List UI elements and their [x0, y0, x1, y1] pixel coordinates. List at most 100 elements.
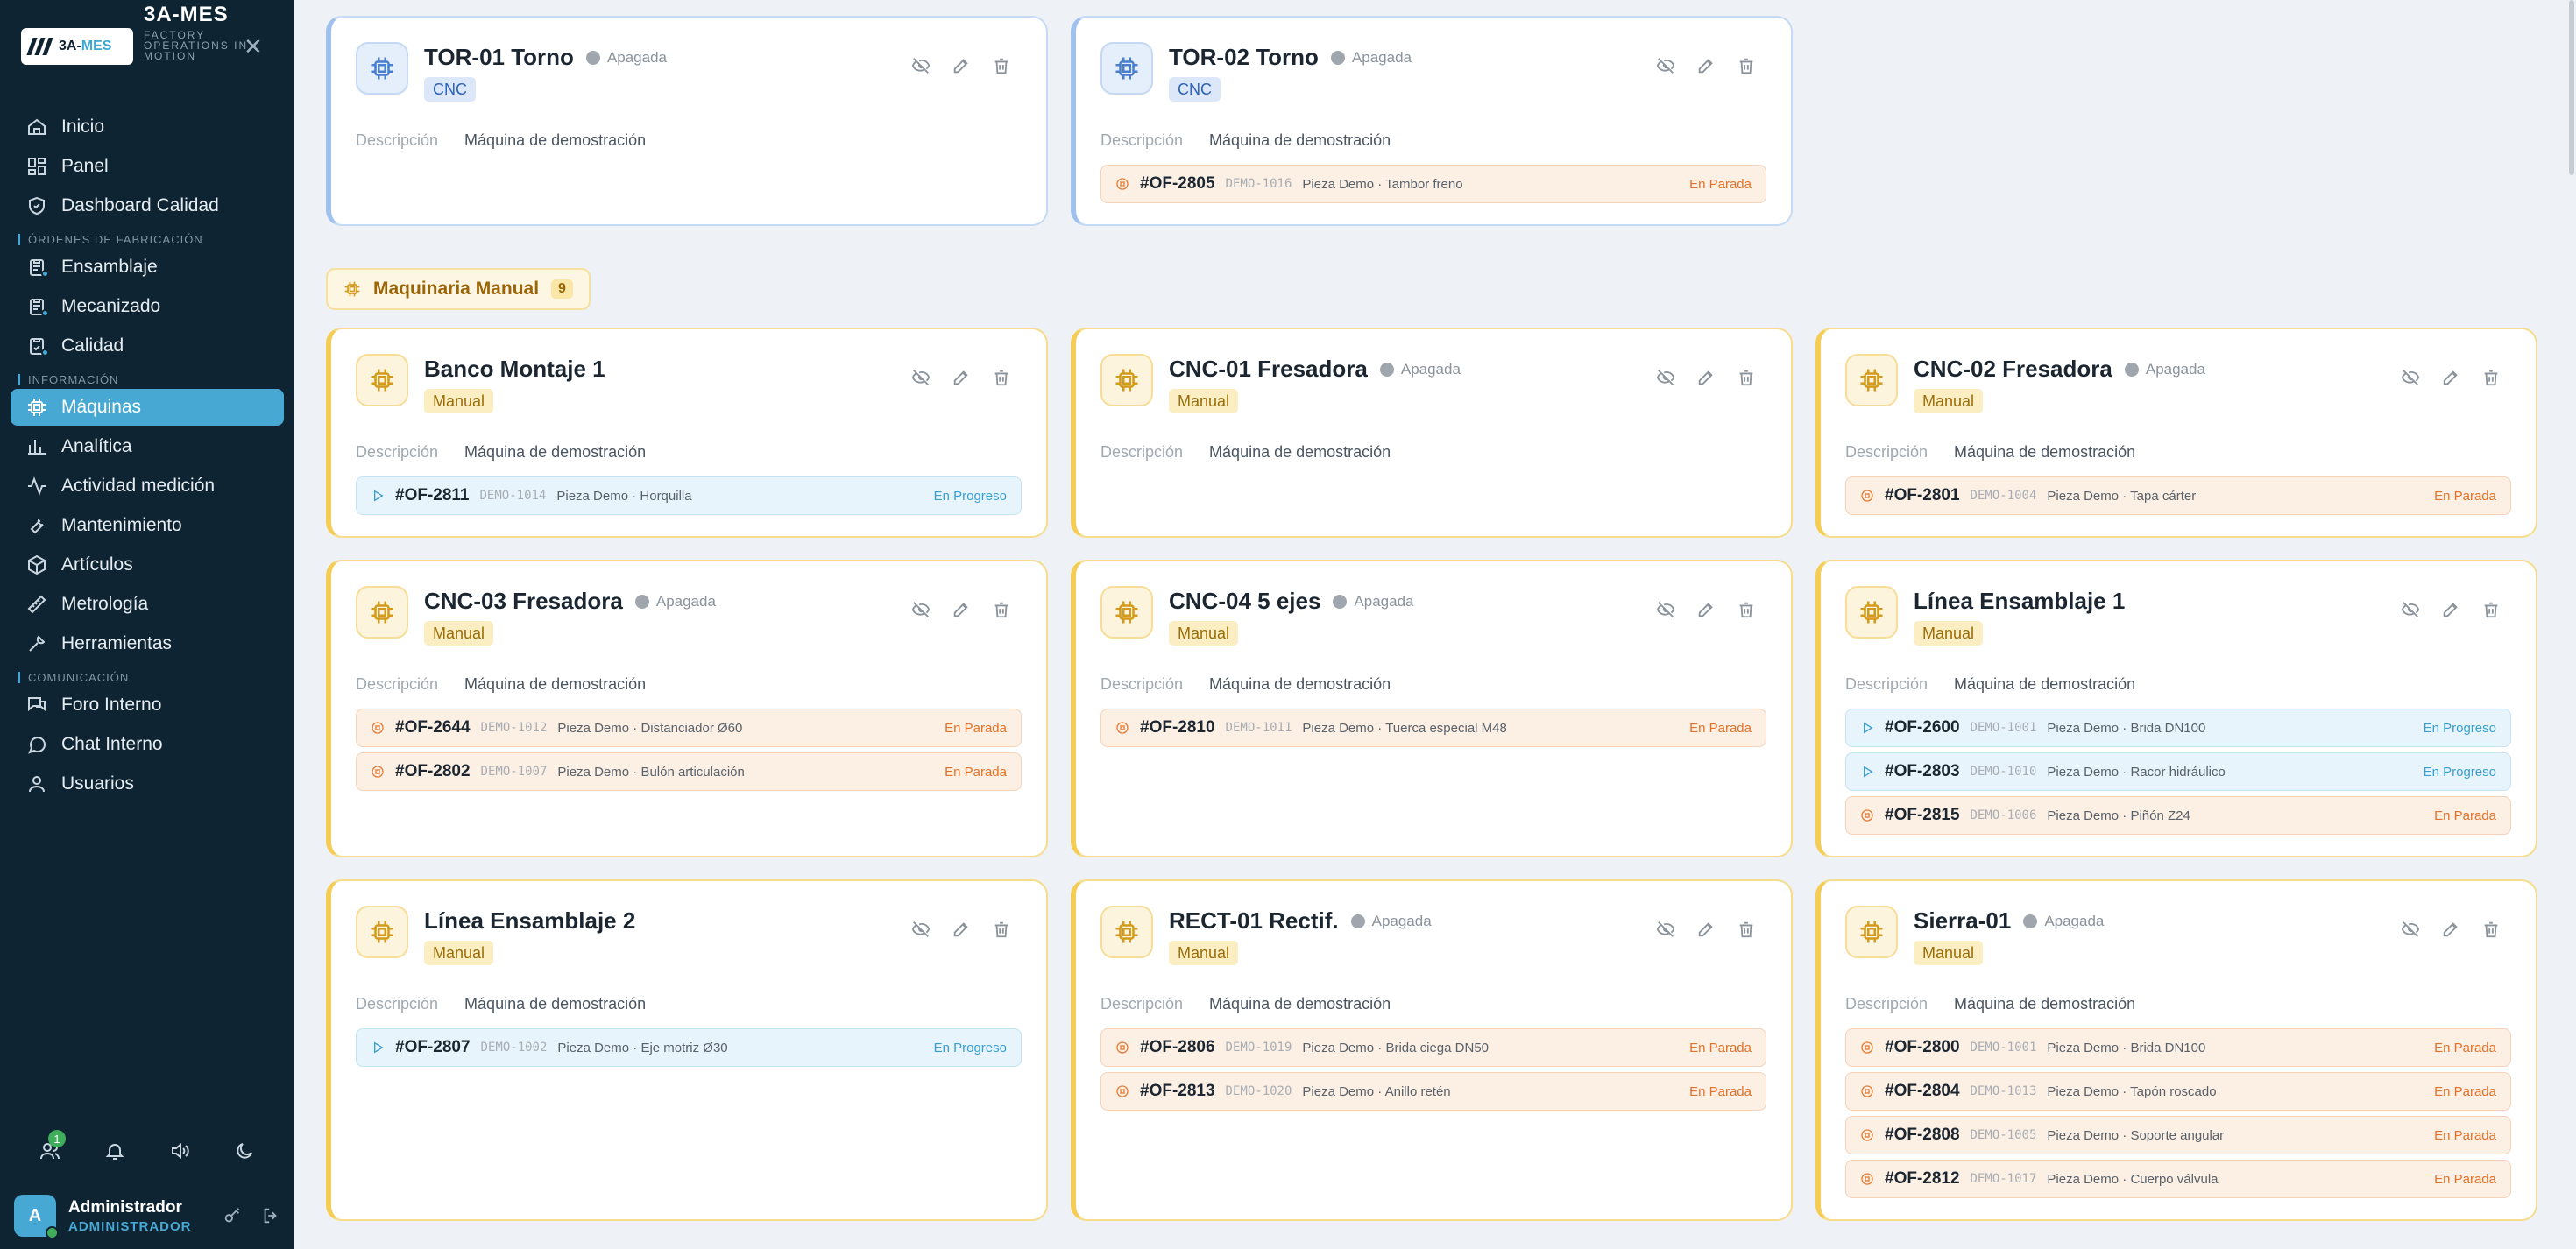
edit-icon[interactable]: [1696, 56, 1716, 75]
eye-off-icon[interactable]: [1656, 600, 1675, 619]
sidebar-item-dashboard-calidad[interactable]: Dashboard Calidad: [11, 187, 284, 224]
notifications-button[interactable]: [99, 1135, 131, 1167]
sidebar-item-usuarios[interactable]: Usuarios: [11, 766, 284, 802]
edit-icon[interactable]: [2441, 600, 2460, 619]
machine-card[interactable]: TOR-01 Torno Apagada CNC Descripción Máquina…: [326, 16, 1048, 226]
trash-icon[interactable]: [992, 368, 1011, 387]
sidebar-item-mecanizado[interactable]: Mecanizado: [11, 288, 284, 325]
sound-button[interactable]: [164, 1135, 195, 1167]
sidebar-item-mantenimiento[interactable]: Mantenimiento: [11, 507, 284, 544]
order-row[interactable]: #OF-2812 DEMO-1017 Pieza Demo · Cuerpo vál…: [1845, 1160, 2511, 1198]
status-dot: [1379, 362, 1394, 377]
machine-card[interactable]: CNC-03 Fresadora Apagada Manual Descripción…: [326, 560, 1048, 857]
order-row[interactable]: #OF-2600 DEMO-1001 Pieza Demo · Brida DN10…: [1845, 709, 2511, 747]
avatar[interactable]: A: [14, 1195, 59, 1239]
sidebar-item-chat[interactable]: Chat Interno: [11, 726, 284, 763]
eye-off-icon[interactable]: [2401, 368, 2420, 387]
order-piece: Pieza Demo · Bulón articulación: [557, 764, 745, 780]
order-row[interactable]: #OF-2804 DEMO-1013 Pieza Demo · Tapón rosc…: [1845, 1072, 2511, 1111]
sidebar-item-panel[interactable]: Panel: [11, 148, 284, 185]
sidebar-item-maquinas[interactable]: Máquinas: [11, 389, 284, 426]
sidebar-item-actividad[interactable]: Actividad medición: [11, 468, 284, 505]
trash-icon[interactable]: [2481, 368, 2501, 387]
trash-icon[interactable]: [992, 56, 1011, 75]
edit-icon[interactable]: [952, 600, 971, 619]
sidebar-item-articulos[interactable]: Artículos: [11, 547, 284, 583]
trash-icon[interactable]: [1737, 368, 1756, 387]
theme-toggle-button[interactable]: [229, 1135, 260, 1167]
edit-icon[interactable]: [2441, 920, 2460, 939]
edit-icon[interactable]: [1696, 368, 1716, 387]
machine-card[interactable]: CNC-01 Fresadora Apagada Manual Descripción…: [1071, 328, 1793, 538]
sidebar-item-calidad[interactable]: Calidad: [11, 328, 284, 364]
eye-off-icon[interactable]: [1656, 56, 1675, 75]
eye-off-icon[interactable]: [1656, 368, 1675, 387]
eye-off-icon[interactable]: [911, 368, 931, 387]
order-row[interactable]: #OF-2806 DEMO-1019 Pieza Demo · Brida cieg…: [1100, 1028, 1766, 1067]
sidebar-item-metrologia[interactable]: Metrología: [11, 586, 284, 623]
close-sidebar-icon[interactable]: ✕: [244, 33, 263, 60]
trash-icon[interactable]: [992, 920, 1011, 939]
edit-icon[interactable]: [2441, 368, 2460, 387]
brand[interactable]: 3A-MES 3A-MES FACTORY OPERATIONS IN MOTI…: [21, 4, 246, 65]
logout-icon[interactable]: [261, 1206, 280, 1225]
card-actions: [1656, 600, 1756, 619]
machine-card[interactable]: CNC-04 5 ejes Apagada Manual Descripción Máq…: [1071, 560, 1793, 857]
edit-icon[interactable]: [952, 920, 971, 939]
machine-card[interactable]: CNC-02 Fresadora Apagada Manual Descripción…: [1815, 328, 2537, 538]
sidebar-item-analitica[interactable]: Analítica: [11, 428, 284, 465]
trash-icon[interactable]: [2481, 920, 2501, 939]
machine-card[interactable]: Línea Ensamblaje 2 Manual Descripción Máqui…: [326, 879, 1048, 1221]
order-piece: Pieza Demo · Tuerca especial M48: [1302, 720, 1507, 736]
description-key: Descripción: [356, 995, 439, 1013]
trash-icon[interactable]: [1737, 600, 1756, 619]
machine-card[interactable]: Línea Ensamblaje 1 Manual Descripción Máqui…: [1815, 560, 2537, 857]
order-row[interactable]: #OF-2644 DEMO-1012 Pieza Demo · Distanciad…: [356, 709, 1022, 747]
machine-card[interactable]: Banco Montaje 1 Manual Descripción Máquina …: [326, 328, 1048, 538]
order-list: #OF-2800 DEMO-1001 Pieza Demo · Brida DN10…: [1845, 1028, 2511, 1203]
order-row[interactable]: #OF-2803 DEMO-1010 Pieza Demo · Racor hidr…: [1845, 752, 2511, 791]
eye-off-icon[interactable]: [2401, 600, 2420, 619]
order-row[interactable]: #OF-2807 DEMO-1002 Pieza Demo · Eje motriz…: [356, 1028, 1022, 1067]
order-row[interactable]: #OF-2801 DEMO-1004 Pieza Demo · Tapa cárte…: [1845, 476, 2511, 515]
order-row[interactable]: #OF-2813 DEMO-1020 Pieza Demo · Anillo ret…: [1100, 1072, 1766, 1111]
sidebar-item-ensamblaje[interactable]: Ensamblaje: [11, 249, 284, 286]
machine-card[interactable]: TOR-02 Torno Apagada CNC Descripción Máquina…: [1071, 16, 1793, 226]
edit-icon[interactable]: [1696, 920, 1716, 939]
order-row[interactable]: #OF-2800 DEMO-1001 Pieza Demo · Brida DN10…: [1845, 1028, 2511, 1067]
group-header-maquinaria-manual[interactable]: Maquinaria Manual 9: [326, 268, 591, 310]
order-row[interactable]: #OF-2802 DEMO-1007 Pieza Demo · Bulón arti…: [356, 752, 1022, 791]
machine-name: Banco Montaje 1: [424, 356, 605, 382]
status-dot: [1330, 50, 1345, 65]
order-piece: Pieza Demo · Distanciador Ø60: [557, 720, 743, 736]
trash-icon[interactable]: [992, 600, 1011, 619]
order-row[interactable]: #OF-2805 DEMO-1016 Pieza Demo · Tambor fre…: [1100, 165, 1766, 203]
edit-icon[interactable]: [1696, 600, 1716, 619]
trash-icon[interactable]: [2481, 600, 2501, 619]
trash-icon[interactable]: [1737, 920, 1756, 939]
edit-icon[interactable]: [952, 56, 971, 75]
eye-off-icon[interactable]: [2401, 920, 2420, 939]
order-demo-code: DEMO-1001: [1970, 1041, 2037, 1055]
eye-off-icon[interactable]: [911, 600, 931, 619]
messages-icon: [26, 695, 47, 716]
order-row[interactable]: #OF-2808 DEMO-1005 Pieza Demo · Soporte an…: [1845, 1116, 2511, 1154]
eye-off-icon[interactable]: [911, 920, 931, 939]
sidebar-item-inicio[interactable]: Inicio: [11, 109, 284, 145]
trash-icon[interactable]: [1737, 56, 1756, 75]
edit-icon[interactable]: [952, 368, 971, 387]
scrollbar[interactable]: [2567, 0, 2576, 1249]
eye-off-icon[interactable]: [1656, 920, 1675, 939]
sidebar-item-label: Usuarios: [61, 773, 134, 794]
machine-description: Descripción Máquina de demostración: [1845, 443, 2135, 462]
machine-card[interactable]: RECT-01 Rectif. Apagada Manual Descripción M…: [1071, 879, 1793, 1221]
key-icon[interactable]: [223, 1206, 242, 1225]
order-row[interactable]: #OF-2815 DEMO-1006 Pieza Demo · Piñón Z24 E…: [1845, 796, 2511, 835]
eye-off-icon[interactable]: [911, 56, 931, 75]
order-row[interactable]: #OF-2811 DEMO-1014 Pieza Demo · Horquilla E…: [356, 476, 1022, 515]
machine-card[interactable]: Sierra-01 Apagada Manual Descripción Máquina…: [1815, 879, 2537, 1221]
sidebar-item-foro[interactable]: Foro Interno: [11, 687, 284, 723]
sidebar-item-herramientas[interactable]: Herramientas: [11, 625, 284, 662]
users-online-button[interactable]: 1: [34, 1130, 66, 1167]
order-row[interactable]: #OF-2810 DEMO-1011 Pieza Demo · Tuerca esp…: [1100, 709, 1766, 747]
